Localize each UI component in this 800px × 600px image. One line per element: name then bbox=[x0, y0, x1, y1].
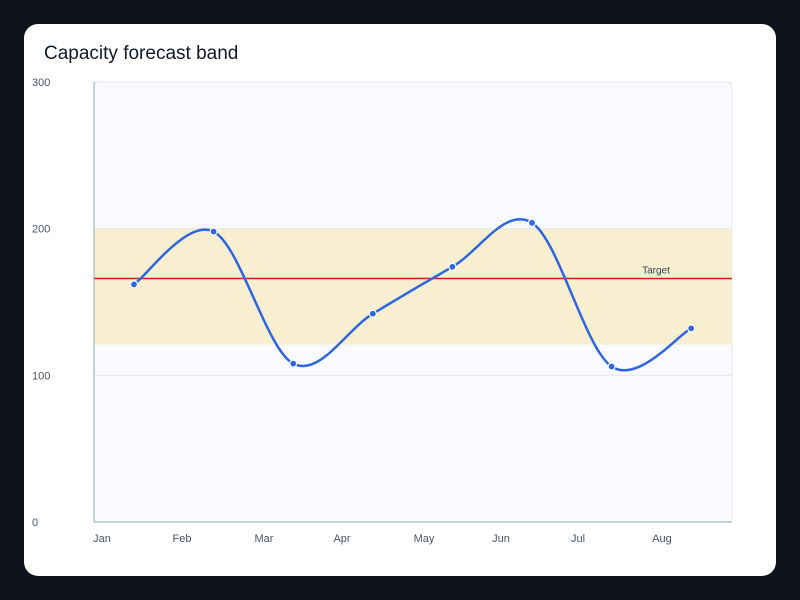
data-point bbox=[289, 359, 298, 368]
y-tick-label: 200 bbox=[32, 224, 50, 236]
data-point bbox=[527, 218, 537, 227]
x-tick-label: Jul bbox=[571, 533, 585, 545]
chart-card: Capacity forecast band 0 100 200 300 Jan Feb M… bbox=[24, 24, 776, 576]
data-point bbox=[687, 324, 696, 333]
target-label: Target bbox=[642, 266, 670, 277]
y-tick-label: 0 bbox=[32, 517, 38, 529]
x-tick-label: Apr bbox=[333, 533, 350, 545]
y-tick-label: 300 bbox=[32, 77, 50, 89]
data-point bbox=[209, 227, 218, 236]
x-tick-label: Mar bbox=[255, 533, 274, 545]
series-line bbox=[132, 218, 693, 372]
chart-area: 0 100 200 300 Jan Feb Mar Apr May Jun Jul Aug Target bbox=[32, 77, 733, 545]
data-point bbox=[368, 309, 377, 318]
data-point bbox=[448, 262, 457, 271]
forecast-band bbox=[94, 228, 732, 345]
x-tick-label: Feb bbox=[173, 533, 192, 545]
x-tick-label: Aug bbox=[652, 533, 672, 545]
chart-title: Capacity forecast band bbox=[44, 43, 239, 64]
data-point bbox=[607, 362, 616, 371]
y-tick-label: 100 bbox=[32, 370, 50, 382]
x-tick-label: Jan bbox=[93, 533, 111, 545]
data-point bbox=[129, 280, 139, 289]
x-tick-label: May bbox=[414, 533, 435, 545]
x-tick-label: Jun bbox=[492, 533, 510, 545]
